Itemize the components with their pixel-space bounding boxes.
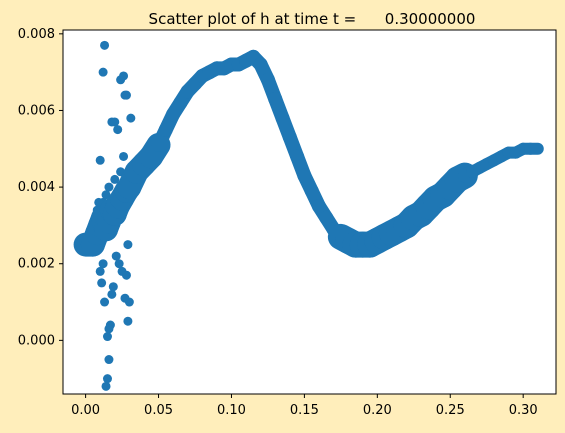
data-point [102, 374, 112, 384]
data-point [121, 270, 131, 280]
data-point [104, 355, 114, 365]
data-point [111, 251, 121, 261]
data-point [95, 266, 105, 276]
plot-frame [62, 29, 557, 395]
data-point [126, 113, 136, 123]
data-point [101, 190, 111, 200]
data-point [102, 332, 112, 342]
y-tick-label: 0.008 [18, 27, 55, 42]
data-point [114, 259, 124, 269]
x-axis: 0.00 0.05 0.10 0.15 0.20 0.25 0.30 [71, 394, 538, 418]
plot-area [63, 30, 556, 394]
y-tick-label: 0.004 [18, 180, 55, 195]
data-point [104, 182, 114, 192]
data-point [107, 289, 117, 299]
chart-title: Scatter plot of h at time t = 0.30000000 [149, 10, 476, 28]
y-axis: 0.000 0.002 0.004 0.006 0.008 [18, 27, 63, 348]
data-point [119, 71, 129, 81]
data-point [123, 316, 133, 326]
y-tick-label: 0.002 [18, 257, 55, 272]
x-tick-label: 0.15 [290, 403, 319, 418]
data-point [97, 278, 107, 288]
y-tick-label: 0.006 [18, 103, 55, 118]
data-point [98, 259, 108, 269]
x-tick-label: 0.20 [363, 403, 392, 418]
x-tick-label: 0.00 [71, 403, 100, 418]
data-point [104, 324, 114, 334]
data-point [119, 151, 129, 161]
y-tick-label: 0.000 [18, 333, 55, 348]
x-tick-label: 0.30 [509, 403, 538, 418]
x-tick-label: 0.05 [144, 403, 173, 418]
data-point [123, 240, 133, 250]
data-point [94, 197, 104, 207]
dense-curve [73, 49, 544, 258]
data-point [100, 40, 110, 50]
data-point [108, 282, 118, 292]
data-point [110, 174, 120, 184]
data-point [101, 381, 111, 391]
data-point [113, 125, 123, 135]
data-point [98, 67, 108, 77]
data-point [95, 155, 105, 165]
x-tick-label: 0.10 [217, 403, 246, 418]
data-point [120, 293, 130, 303]
x-tick-label: 0.25 [436, 403, 465, 418]
data-point [110, 117, 120, 127]
data-point [100, 297, 110, 307]
data-point [121, 90, 131, 100]
